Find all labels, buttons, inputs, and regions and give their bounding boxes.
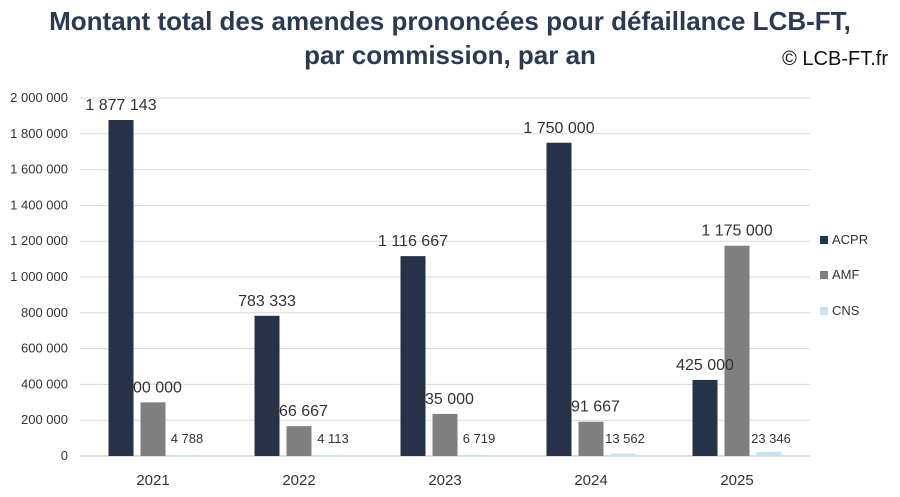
bar-amf-2021 xyxy=(140,402,166,456)
copyright-credit: © LCB-FT.fr xyxy=(782,48,888,70)
bars xyxy=(108,119,782,457)
x-category-label: 2023 xyxy=(428,472,461,489)
legend-swatch-amf xyxy=(820,271,828,279)
y-tick-label: 0 xyxy=(61,448,68,463)
x-axis-categories: 2021 2022 2023 2024 2025 xyxy=(136,472,753,489)
gridlines xyxy=(80,97,810,457)
data-label-acpr-2023: 1 116 667 xyxy=(378,233,448,250)
bar-acpr-2023 xyxy=(400,256,426,456)
x-category-label: 2024 xyxy=(574,472,607,489)
y-tick-label: 1 000 000 xyxy=(10,269,68,284)
data-label-acpr-2025: 425 000 xyxy=(676,357,734,374)
legend: ACPR AMF CNS xyxy=(820,232,868,318)
bar-acpr-2022 xyxy=(254,315,280,456)
bar-cns-2021 xyxy=(172,455,198,456)
y-tick-label: 400 000 xyxy=(21,376,68,391)
bar-amf-2022 xyxy=(286,426,312,456)
chart-title-line2: par commission, par an xyxy=(304,40,596,70)
data-labels: 1 877 143 300 000 4 788 783 333 166 667 4 113… xyxy=(85,97,790,446)
bar-acpr-2024 xyxy=(546,142,572,456)
y-tick-label: 600 000 xyxy=(21,341,68,356)
data-label-acpr-2021: 1 877 143 xyxy=(85,97,156,114)
bar-cns-2024 xyxy=(610,453,636,456)
y-tick-label: 200 000 xyxy=(21,412,68,427)
bar-amf-2025 xyxy=(724,245,750,456)
y-tick-label: 2 000 000 xyxy=(10,90,68,105)
legend-label-cns: CNS xyxy=(832,303,860,318)
bar-acpr-2021 xyxy=(108,119,134,457)
y-tick-label: 1 400 000 xyxy=(10,197,68,212)
bar-cns-2025 xyxy=(756,451,782,456)
bar-cns-2023 xyxy=(464,454,490,456)
bar-acpr-2025 xyxy=(692,379,718,456)
y-tick-label: 1 200 000 xyxy=(10,233,68,248)
data-label-cns-2025: 23 346 xyxy=(751,431,791,446)
legend-label-amf: AMF xyxy=(832,267,860,282)
legend-label-acpr: ACPR xyxy=(832,232,868,247)
legend-swatch-acpr xyxy=(820,236,828,244)
bar-cns-2022 xyxy=(318,455,344,456)
data-label-cns-2022: 4 113 xyxy=(317,431,349,446)
y-tick-label: 1 600 000 xyxy=(10,162,68,177)
data-label-amf-2023: 235 000 xyxy=(416,391,474,408)
x-category-label: 2021 xyxy=(136,472,169,489)
data-label-amf-2024: 191 667 xyxy=(562,399,620,416)
legend-swatch-cns xyxy=(820,307,828,315)
bar-amf-2024 xyxy=(578,421,604,456)
y-tick-label: 1 800 000 xyxy=(10,126,68,141)
chart-title-line1: Montant total des amendes prononcées pou… xyxy=(49,6,851,36)
data-label-amf-2021: 300 000 xyxy=(124,379,182,396)
data-label-amf-2022: 166 667 xyxy=(270,403,328,420)
x-category-label: 2022 xyxy=(282,472,315,489)
x-category-label: 2025 xyxy=(720,472,753,489)
data-label-acpr-2024: 1 750 000 xyxy=(523,120,594,137)
data-label-cns-2024: 13 562 xyxy=(605,431,645,446)
data-label-acpr-2022: 783 333 xyxy=(238,293,296,310)
data-label-cns-2021: 4 788 xyxy=(171,431,204,446)
bar-amf-2023 xyxy=(432,413,458,456)
data-label-amf-2025: 1 175 000 xyxy=(701,223,772,240)
data-label-cns-2023: 6 719 xyxy=(463,431,496,446)
chart-title: Montant total des amendes prononcées pou… xyxy=(0,4,900,72)
y-tick-label: 800 000 xyxy=(21,305,68,320)
y-axis-ticks: 0 200 000 400 000 600 000 800 000 1 000 000 1 … xyxy=(10,90,68,463)
